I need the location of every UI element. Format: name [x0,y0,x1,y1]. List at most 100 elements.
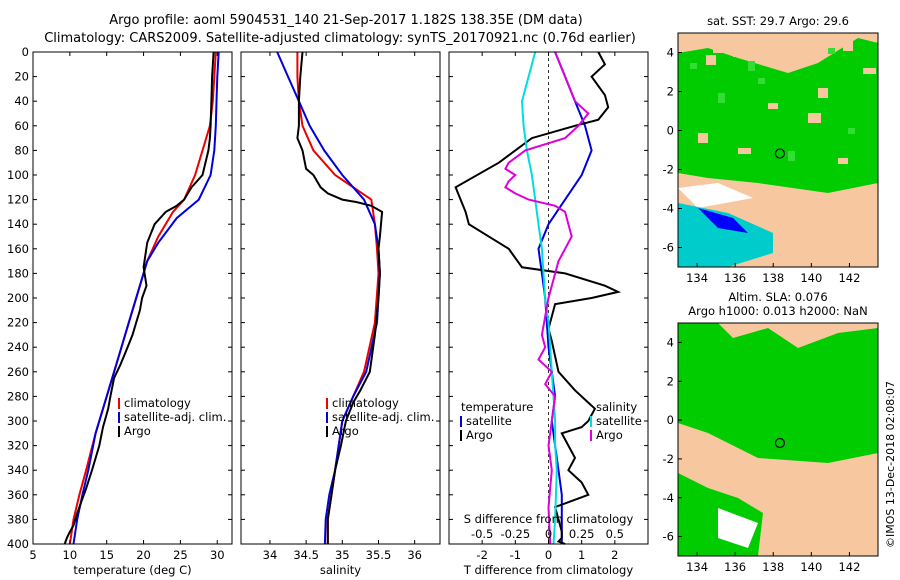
map-pixel [773,53,783,59]
y-tick-label: 160 [7,242,29,256]
map-y-tick-label: -4 [663,202,674,216]
map-pixel [748,61,755,71]
series-line-temperature-1 [72,51,220,545]
map-x-tick-label: 138 [762,271,784,285]
map-y-tick-label: 2 [667,85,674,99]
series-line-salinity-2 [296,51,384,544]
map-y-tick-label: -2 [663,452,674,466]
map-pixel [848,128,855,134]
legend-label: Argo [466,428,493,442]
map-panel-1: 134 136 138 140 142 4 2 0 -2 -4 -6 Altim. SLA: 0.07… [663,290,879,574]
x-tick-label: 5 [29,548,36,562]
y-tick-label: 200 [7,291,29,305]
legend-header-salinity: salinity [596,400,637,414]
y-tick-label: 20 [14,70,29,84]
argo-position-marker [774,148,786,159]
y-tick-label: 220 [7,316,29,330]
map-x-tick-label: 140 [800,271,822,285]
map-pixel [733,51,746,57]
map-white-patch [678,183,753,208]
map-title-line-2: Argo h1000: 0.013 h2000: NaN [688,304,867,318]
y-tick-label: 80 [14,143,29,157]
y-tick-label: 260 [7,365,29,379]
legend-label: Argo [332,424,359,438]
x-tick-label: 35.5 [366,548,392,562]
series-line-differences-3 [504,51,590,545]
x-axis-label: T difference from climatology [463,563,634,577]
top-tick-label: 0 [545,527,552,541]
map-pixel [698,133,708,143]
x-tick-label: 1 [578,548,585,562]
map-ocean-region [678,38,878,193]
y-tick-label: 100 [7,168,29,182]
title-line-2: Climatology: CARS2009. Satellite-adjuste… [44,31,636,46]
y-tick-label: 140 [7,217,29,231]
map-pixel [818,88,828,98]
y-tick-label: 0 [22,45,29,59]
map-y-tick-label: 2 [667,374,674,388]
y-tick-label: 180 [7,266,29,280]
map-y-tick-label: -6 [663,530,674,544]
map-x-tick-label: 142 [838,560,860,574]
x-tick-label: 10 [63,548,78,562]
series-line-salinity-1 [276,51,381,545]
map-pixel [758,78,765,84]
series-line-temperature-2 [63,51,215,545]
y-tick-label: 340 [7,463,29,477]
top-tick-label: -0.5 [471,527,493,541]
top-axis-label: S difference from climatology [464,512,634,526]
map-title: sat. SST: 29.7 Argo: 29.6 [707,14,849,28]
panel-temperature: 0 20 40 60 80 100 120 140 160 180 200 220 240 260 280 3… [7,45,233,577]
map-pixel [738,148,751,154]
map-cyan-sea [678,203,773,267]
series-line-differences-2 [520,51,558,545]
plot-frame-salinity [240,51,441,545]
legend-label: climatology [124,396,191,410]
legend-label: Argo [596,428,623,442]
top-tick-label: 0.5 [606,527,624,541]
map-pixel [713,43,726,53]
map-pixel [828,48,835,54]
legend-label: satellite-adj. clim. [124,410,226,424]
y-tick-label: 380 [7,512,29,526]
map-x-tick-label: 138 [762,560,784,574]
map-pixel [788,151,795,161]
map-ocean-region [678,323,878,463]
x-tick-label: 20 [136,548,151,562]
map-pixel [768,103,778,109]
y-tick-label: 320 [7,439,29,453]
legend-label: Argo [124,424,151,438]
y-tick-label: 280 [7,389,29,403]
x-tick-label: 0 [545,548,552,562]
x-tick-label: -1 [510,548,521,562]
y-tick-label: 300 [7,414,29,428]
legend-label: satellite [466,414,512,428]
map-pixel [843,41,853,51]
map-pixel [706,55,716,65]
legend-header-temperature: temperature [461,400,533,414]
map-pixel [838,158,848,164]
legend-label: climatology [332,396,399,410]
map-frame [677,32,879,268]
series-line-differences-1 [454,51,622,545]
map-y-tick-label: 0 [667,413,674,427]
map-pixel [808,113,821,123]
map-y-tick-label: 4 [667,335,674,349]
argo-position-marker [774,437,786,449]
map-x-tick-label: 136 [724,560,746,574]
map-panel-0: 134 136 138 140 142 4 2 0 -2 -4 -6 sat. SST: 29.7 A… [663,14,879,285]
y-tick-label: 400 [7,537,29,551]
legend-label: satellite-adj. clim. [332,410,434,424]
map-pixel [798,43,811,53]
y-tick-label: 60 [14,119,29,133]
map-title-line-1: Altim. SLA: 0.076 [728,290,827,304]
x-tick-label: 15 [99,548,114,562]
y-tick-label: 240 [7,340,29,354]
y-tick-label: 360 [7,488,29,502]
x-tick-label: 36 [407,548,422,562]
series-line-differences-0 [537,51,593,544]
x-axis-label: salinity [320,563,361,577]
x-axis-label: temperature (deg C) [73,563,191,577]
x-tick-label: -2 [476,548,487,562]
